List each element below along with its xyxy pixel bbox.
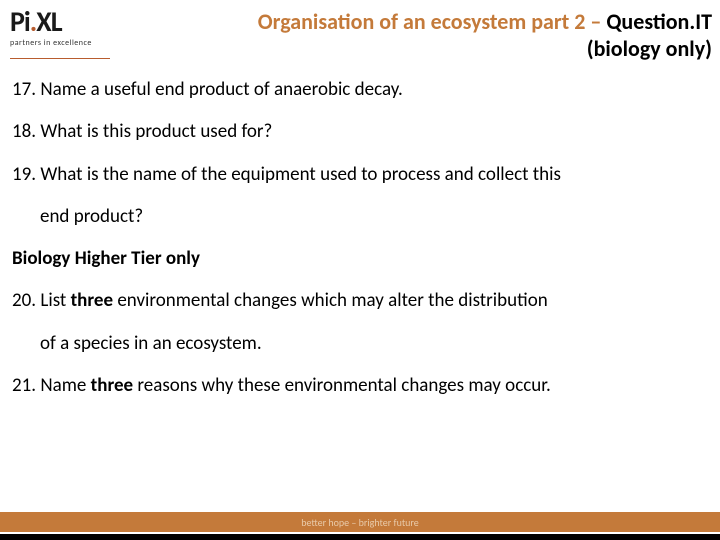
q20-post: environmental changes which may alter th… — [113, 289, 548, 312]
logo-text-pre: Pi — [10, 4, 30, 39]
logo-text-post: XL — [36, 4, 61, 39]
title-line2: (biology only) — [120, 35, 712, 62]
question-21: 21. Name three reasons why these environ… — [12, 370, 708, 402]
q21-bold: three — [91, 374, 133, 397]
title-black: Question.IT — [606, 8, 712, 35]
question-18: 18. What is this product used for? — [12, 116, 708, 148]
q21-post: reasons why these environmental changes … — [133, 374, 551, 397]
footer-bar: better hope – brighter future — [0, 512, 720, 532]
header: Pi.XL partners in excellence Organisatio… — [0, 0, 720, 62]
logo-underline — [10, 58, 110, 59]
title-orange: Organisation of an ecosystem part 2 – — [258, 8, 607, 35]
q21-pre: 21. Name — [12, 374, 91, 397]
q20-pre: 20. List — [12, 289, 71, 312]
title-block: Organisation of an ecosystem part 2 – Qu… — [120, 8, 714, 62]
logo: Pi.XL partners in excellence — [10, 8, 120, 59]
question-17: 17. Name a useful end product of anaerob… — [12, 74, 708, 106]
bottom-strip — [0, 534, 720, 540]
q20-bold: three — [71, 289, 113, 312]
question-20-line1: 20. List three environmental changes whi… — [12, 285, 708, 317]
footer-text: better hope – brighter future — [301, 516, 419, 529]
question-list: 17. Name a useful end product of anaerob… — [0, 62, 720, 402]
logo-main: Pi.XL — [10, 8, 120, 36]
question-19-line2: end product? — [12, 201, 708, 233]
section-header: Biology Higher Tier only — [12, 243, 708, 275]
title-line1: Organisation of an ecosystem part 2 – Qu… — [120, 8, 712, 35]
question-19-line1: 19. What is the name of the equipment us… — [12, 159, 708, 191]
logo-subtitle: partners in excellence — [10, 38, 120, 48]
question-20-line2: of a species in an ecosystem. — [12, 328, 708, 360]
